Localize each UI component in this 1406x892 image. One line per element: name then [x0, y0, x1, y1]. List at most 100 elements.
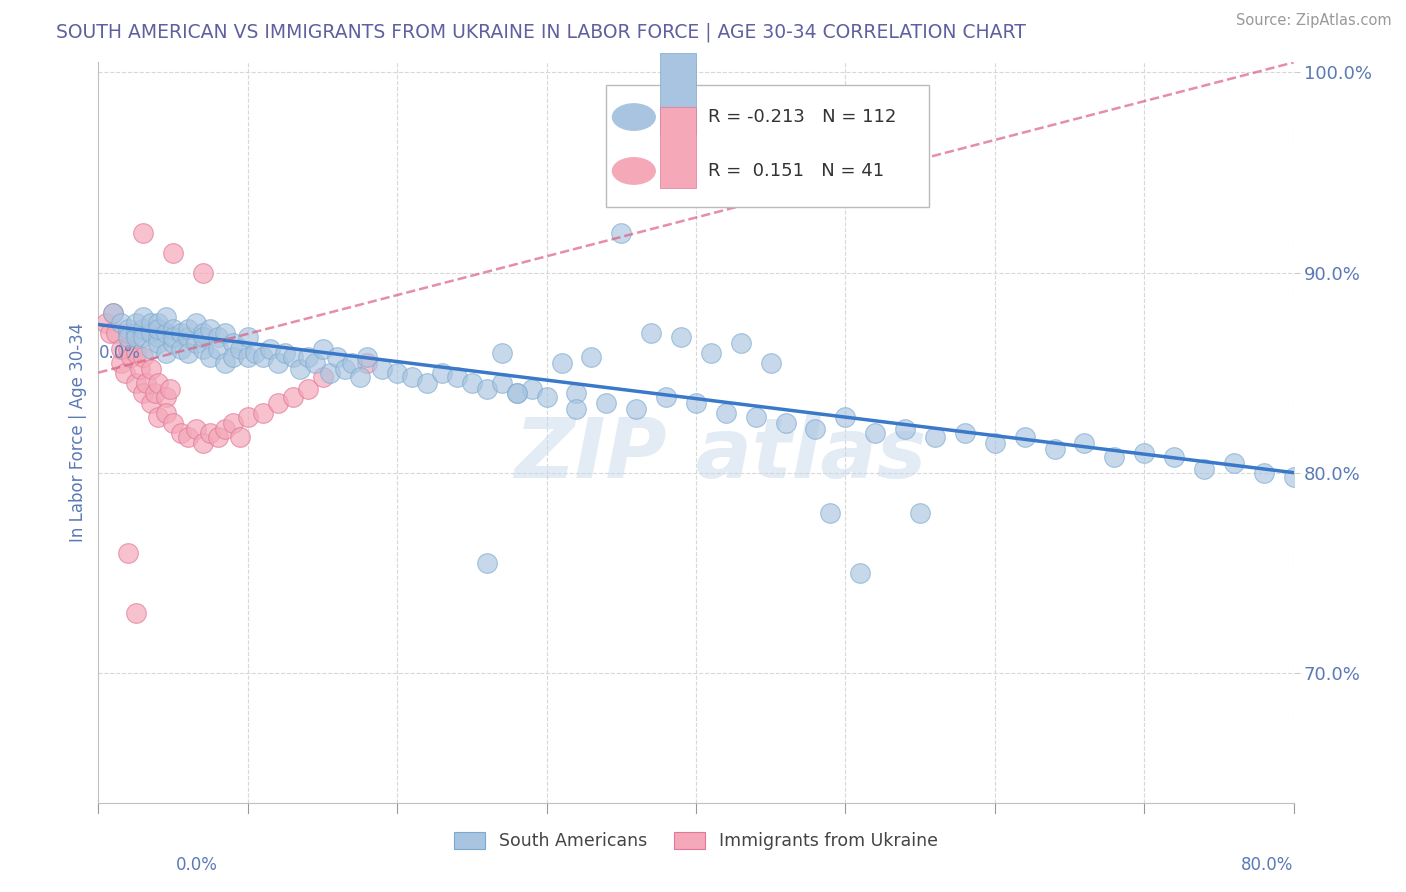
Point — [267, 395, 290, 409]
Point — [506, 385, 529, 400]
Legend: South Americans, Immigrants from Ukraine: South Americans, Immigrants from Ukraine — [447, 825, 945, 857]
Point — [159, 382, 181, 396]
Point — [475, 382, 498, 396]
Point — [311, 342, 333, 356]
Point — [953, 425, 976, 440]
Point — [110, 342, 132, 356]
Point — [385, 366, 409, 380]
Point — [714, 406, 737, 420]
Point — [162, 335, 184, 350]
Text: 0.0%: 0.0% — [176, 856, 218, 874]
Point — [1014, 429, 1036, 443]
Point — [155, 406, 177, 420]
Circle shape — [613, 103, 655, 130]
Point — [865, 425, 887, 440]
Point — [595, 395, 617, 409]
Point — [640, 326, 662, 340]
Y-axis label: In Labor Force | Age 30-34: In Labor Force | Age 30-34 — [69, 323, 87, 542]
Point — [132, 385, 155, 400]
Point — [520, 382, 543, 396]
Point — [1253, 466, 1275, 480]
Text: 80.0%: 80.0% — [1241, 856, 1294, 874]
Point — [333, 361, 356, 376]
Point — [491, 345, 513, 359]
Text: R =  0.151   N = 41: R = 0.151 N = 41 — [709, 162, 884, 180]
Point — [274, 345, 297, 359]
Point — [139, 316, 162, 330]
Point — [155, 390, 177, 404]
Point — [132, 350, 155, 364]
Point — [132, 226, 155, 240]
Point — [125, 326, 148, 340]
Point — [120, 350, 142, 364]
Point — [565, 385, 588, 400]
Point — [297, 382, 319, 396]
Point — [446, 369, 468, 384]
Point — [191, 266, 214, 280]
Point — [849, 566, 872, 580]
Point — [550, 355, 572, 369]
Point — [626, 401, 648, 416]
Point — [252, 350, 274, 364]
Point — [430, 366, 453, 380]
Point — [132, 310, 155, 324]
Point — [125, 345, 148, 359]
Text: SOUTH AMERICAN VS IMMIGRANTS FROM UKRAINE IN LABOR FORCE | AGE 30-34 CORRELATION: SOUTH AMERICAN VS IMMIGRANTS FROM UKRAIN… — [56, 22, 1026, 42]
Point — [1043, 442, 1066, 456]
Point — [669, 329, 692, 343]
Point — [169, 342, 191, 356]
Point — [148, 329, 170, 343]
Point — [820, 506, 842, 520]
Point — [207, 329, 229, 343]
Point — [416, 376, 439, 390]
Point — [610, 226, 633, 240]
Point — [984, 435, 1007, 450]
Point — [565, 401, 588, 416]
Point — [349, 369, 371, 384]
Point — [536, 390, 558, 404]
Point — [148, 316, 170, 330]
Point — [229, 429, 252, 443]
Text: 0.0%: 0.0% — [98, 343, 141, 362]
Point — [125, 329, 148, 343]
Point — [759, 355, 782, 369]
Point — [267, 355, 290, 369]
Point — [125, 376, 148, 390]
Point — [162, 416, 184, 430]
Point — [177, 345, 200, 359]
Point — [117, 326, 139, 340]
Point — [700, 345, 723, 359]
Point — [356, 350, 378, 364]
Point — [236, 350, 259, 364]
Point — [105, 326, 128, 340]
Point — [125, 606, 148, 620]
Point — [685, 395, 707, 409]
Point — [117, 329, 139, 343]
Point — [139, 395, 162, 409]
Point — [222, 350, 245, 364]
Point — [148, 335, 170, 350]
Point — [184, 335, 207, 350]
Point — [148, 321, 170, 335]
Point — [214, 326, 236, 340]
Point — [222, 335, 245, 350]
Point — [491, 376, 513, 390]
Point — [1223, 456, 1246, 470]
Point — [117, 546, 139, 560]
Point — [461, 376, 484, 390]
Point — [655, 390, 678, 404]
Point — [259, 342, 281, 356]
Point — [148, 409, 170, 424]
Point — [132, 321, 155, 335]
Point — [191, 326, 214, 340]
Point — [207, 342, 229, 356]
Text: Source: ZipAtlas.com: Source: ZipAtlas.com — [1236, 13, 1392, 29]
Point — [98, 326, 122, 340]
Point — [581, 350, 603, 364]
Point — [311, 369, 333, 384]
Point — [155, 326, 177, 340]
Point — [103, 305, 125, 319]
Point — [245, 345, 267, 359]
Point — [94, 316, 117, 330]
Point — [162, 329, 184, 343]
